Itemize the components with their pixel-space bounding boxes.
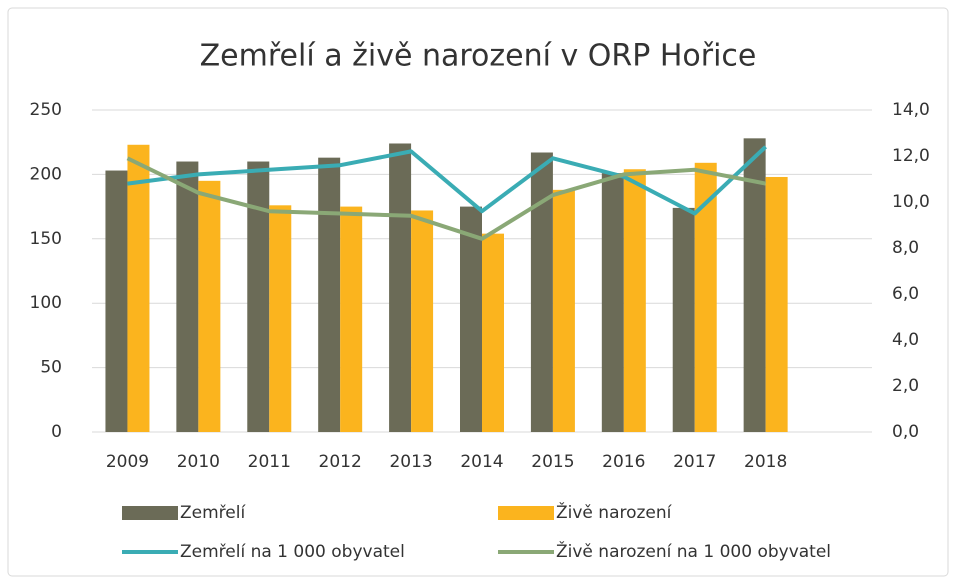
legend-label: Zemřelí na 1 000 obyvatel [180,542,405,562]
chart-title: Zemřelí a živě narození v ORP Hořice [200,39,757,74]
bar [269,205,292,432]
bar [765,176,788,432]
bar [552,189,575,432]
legend-swatch [498,506,554,520]
x-tick-label: 2018 [744,452,787,472]
y-tick-label: 100 [30,293,62,313]
legend-swatch [122,506,178,520]
legend-label: Živě narození na 1 000 obyvatel [556,540,831,562]
legend-label: Zemřelí [180,503,246,523]
y2-tick-label: 12,0 [892,146,930,166]
x-tick-label: 2013 [389,452,432,472]
bar [694,162,717,433]
x-tick-label: 2014 [460,452,503,472]
bar [127,144,150,432]
y-tick-label: 200 [30,164,62,184]
y2-tick-label: 6,0 [892,284,919,304]
bar [105,170,128,432]
y2-tick-label: 2,0 [892,376,919,396]
x-tick-label: 2017 [673,452,716,472]
bar [389,143,412,432]
bar [411,210,434,432]
x-tick-label: 2012 [319,452,362,472]
y-tick-label: 250 [30,100,62,120]
bar [482,233,504,432]
bar [530,152,553,432]
bar [340,206,363,432]
y2-tick-label: 14,0 [892,100,930,120]
bar [623,169,646,433]
y-tick-label: 50 [40,358,62,378]
x-tick-label: 2016 [602,452,645,472]
bar [247,161,270,432]
x-tick-label: 2010 [177,452,220,472]
y2-tick-label: 4,0 [892,330,919,350]
y-tick-label: 150 [30,229,62,249]
y2-tick-label: 0,0 [892,422,919,442]
y-tick-label: 0 [51,422,62,442]
legend-label: Živě narození [556,501,673,523]
bar [460,206,482,432]
bar [672,207,695,432]
x-tick-label: 2015 [531,452,574,472]
bar [318,157,341,432]
bar [743,138,766,432]
y2-tick-label: 10,0 [892,192,930,212]
line [127,145,768,216]
bar [601,173,624,432]
y2-tick-label: 8,0 [892,238,919,258]
line [126,156,767,241]
bar [198,180,221,432]
x-tick-label: 2011 [248,452,291,472]
x-tick-label: 2009 [106,452,149,472]
bar [176,161,199,432]
